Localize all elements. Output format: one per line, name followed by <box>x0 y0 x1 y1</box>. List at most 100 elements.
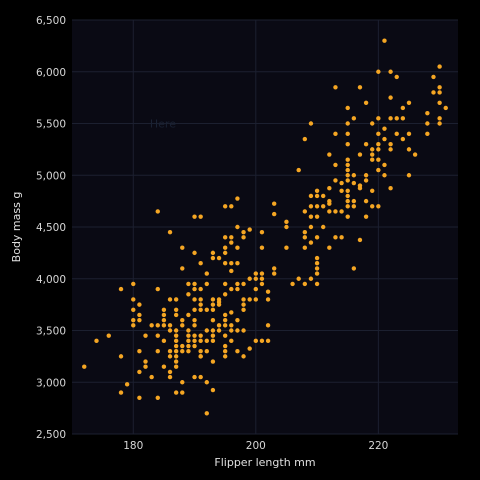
data-point <box>376 142 381 147</box>
data-point <box>388 185 393 191</box>
data-point <box>370 147 375 152</box>
data-point <box>265 338 271 344</box>
data-point <box>351 116 357 121</box>
data-point <box>167 349 173 354</box>
data-point <box>186 343 191 349</box>
data-point <box>210 250 216 256</box>
data-point <box>437 100 442 106</box>
data-point <box>431 74 436 80</box>
data-point <box>173 307 179 312</box>
data-point <box>357 152 363 157</box>
data-point <box>431 90 436 95</box>
data-point <box>437 90 442 95</box>
data-point <box>167 297 173 302</box>
data-points <box>82 38 448 416</box>
data-point <box>345 178 350 183</box>
data-point <box>382 136 387 142</box>
data-point <box>247 346 252 351</box>
y-tick-label: 5,500 <box>36 119 66 131</box>
y-tick-label: 3,000 <box>36 377 66 389</box>
data-point <box>351 204 357 209</box>
data-point <box>363 173 369 178</box>
data-point <box>345 105 350 111</box>
data-point <box>210 255 216 261</box>
data-point <box>253 276 259 281</box>
data-point <box>155 333 160 338</box>
data-point <box>198 349 203 354</box>
data-point <box>284 224 289 230</box>
data-point <box>241 307 246 312</box>
data-point <box>124 382 130 387</box>
data-point <box>333 85 338 90</box>
data-point <box>137 349 142 354</box>
data-point <box>259 281 265 287</box>
data-point <box>339 235 344 240</box>
data-point <box>155 349 160 354</box>
data-point <box>388 147 393 152</box>
data-point <box>302 136 308 142</box>
data-point <box>192 317 197 323</box>
data-point <box>437 116 442 121</box>
data-point <box>210 338 216 344</box>
data-point <box>296 167 301 173</box>
data-point <box>131 317 136 323</box>
data-point <box>161 317 167 323</box>
data-point <box>216 255 222 261</box>
data-point <box>345 142 350 147</box>
data-point <box>314 281 320 287</box>
data-point <box>229 323 234 328</box>
data-point <box>376 204 381 209</box>
data-point <box>235 261 240 266</box>
data-point <box>229 204 234 209</box>
data-point <box>259 276 265 281</box>
data-point <box>235 349 240 354</box>
data-point <box>173 390 179 395</box>
data-point <box>327 152 332 157</box>
data-point <box>235 245 240 250</box>
data-point <box>222 204 228 209</box>
data-point <box>204 281 209 287</box>
data-point <box>180 380 185 385</box>
data-point <box>382 173 387 178</box>
data-point <box>376 131 381 137</box>
data-point <box>394 74 399 80</box>
data-point <box>271 266 277 271</box>
x-axis-title: Flipper length mm <box>214 456 315 469</box>
data-point <box>437 85 442 90</box>
y-tick-label: 6,500 <box>36 15 66 27</box>
data-point <box>308 224 314 230</box>
data-point <box>406 131 412 137</box>
data-point <box>345 157 350 162</box>
data-point <box>290 281 295 287</box>
data-point <box>265 289 271 294</box>
data-point <box>345 121 350 126</box>
data-point <box>192 250 197 256</box>
data-point <box>271 211 277 217</box>
data-point <box>131 323 136 328</box>
data-point <box>161 364 167 369</box>
data-point <box>192 214 197 219</box>
data-point <box>155 286 160 292</box>
data-point <box>186 338 191 344</box>
data-point <box>314 204 320 209</box>
data-point <box>167 374 173 380</box>
data-point <box>131 297 136 302</box>
data-point <box>229 261 234 266</box>
data-point <box>382 126 387 131</box>
data-point <box>131 307 136 312</box>
data-point <box>308 276 314 281</box>
data-point <box>406 173 412 178</box>
data-point <box>327 185 332 191</box>
data-point <box>161 323 167 328</box>
data-point <box>259 338 265 344</box>
data-point <box>229 286 234 292</box>
data-point <box>241 328 246 333</box>
data-point <box>345 214 350 219</box>
data-point <box>327 245 332 250</box>
data-point <box>425 121 430 126</box>
data-point <box>370 204 375 209</box>
data-point <box>370 157 375 162</box>
data-point <box>437 121 442 126</box>
data-point <box>143 333 148 338</box>
data-point <box>180 343 185 349</box>
